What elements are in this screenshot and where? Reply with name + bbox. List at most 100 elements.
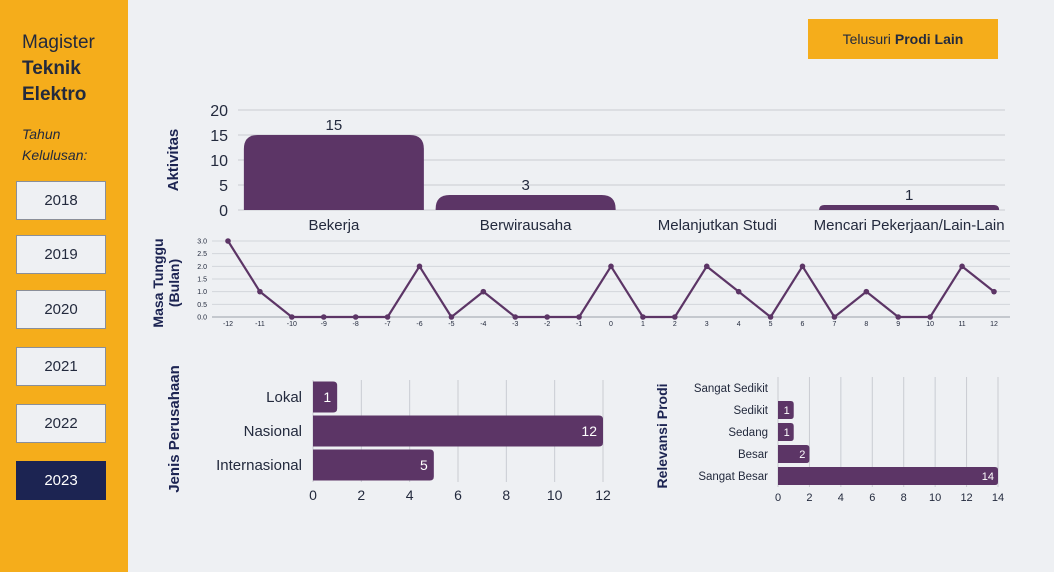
x-tick-label: 10 [929,492,941,504]
data-point [831,314,838,320]
y-axis-title: Relevansi Prodi [654,383,670,488]
program-name-line2: Teknik [22,58,81,79]
data-label: 14 [982,471,994,483]
data-label: 2 [799,449,805,461]
y-axis-title: Aktivitas [165,129,182,192]
category-label: Melanjutkan Studi [658,217,777,234]
year-button-2023[interactable]: 2023 [16,461,106,500]
bar [778,401,794,419]
x-tick-label: 8 [901,492,907,504]
data-label: 15 [326,117,343,134]
sidebar: Magister Teknik Elektro Tahun Kelulusan:… [0,0,128,572]
y-tick-label: 5 [219,178,228,195]
year-button-2019[interactable]: 2019 [16,235,106,274]
x-tick-label: 0 [609,321,613,328]
x-tick-label: 8 [502,487,510,503]
program-name-line1: Magister [22,32,95,53]
category-label: Sangat Besar [698,471,768,483]
x-tick-label: -7 [384,321,390,328]
x-tick-label: 6 [454,487,462,503]
y-tick-label: 3.0 [197,239,207,246]
x-tick-label: 5 [769,321,773,328]
x-tick-label: 7 [832,321,836,328]
x-tick-label: -5 [448,321,454,328]
x-tick-label: -4 [480,321,486,328]
data-label: 1 [784,405,790,417]
data-point [959,263,965,270]
data-point [416,263,423,270]
y-tick-label: 10 [210,153,228,170]
x-tick-label: -12 [223,321,233,328]
y-tick-label: 1.5 [197,277,207,284]
data-point [384,314,391,320]
year-button-2018[interactable]: 2018 [16,181,106,220]
category-label: Sedikit [733,405,768,417]
x-tick-label: 2 [806,492,812,504]
x-tick-label: 12 [960,492,972,504]
x-tick-label: 12 [595,487,611,503]
data-point [799,263,806,270]
bar [819,205,1000,210]
category-label: Sangat Sedikit [694,383,769,395]
x-tick-label: 12 [990,321,998,328]
bar [313,415,603,447]
data-label: 1 [323,389,331,405]
y-tick-label: 20 [210,103,228,120]
y-tick-label: 0 [219,203,228,220]
y-tick-label: 2.0 [197,264,207,271]
year-button-2021[interactable]: 2021 [16,347,106,386]
x-tick-label: 4 [737,321,741,328]
bar [778,445,810,463]
category-label: Berwirausaha [480,217,572,234]
y-tick-label: 0.5 [197,302,207,309]
bar [778,467,998,485]
x-tick-label: 14 [992,492,1004,504]
data-label: 1 [784,427,790,439]
data-label: 1 [905,187,913,204]
bar [313,381,338,413]
x-tick-label: 0 [309,487,317,503]
year-button-2020[interactable]: 2020 [16,290,106,329]
explore-other-programs-button[interactable]: Telusuri Prodi Lain [808,19,998,59]
x-tick-label: -2 [544,321,550,328]
bar [778,423,794,441]
data-point [480,288,487,295]
y-tick-label: 0.0 [197,315,207,322]
year-button-2022[interactable]: 2022 [16,404,106,443]
x-tick-label: -1 [576,321,582,328]
x-tick-label: 6 [801,321,805,328]
x-tick-label: -11 [255,321,265,328]
x-tick-label: 0 [775,492,781,504]
data-point [576,314,582,320]
data-point [895,314,902,320]
category-label: Mencari Pekerjaan/Lain-Lain [814,217,1005,234]
x-tick-label: 1 [641,321,645,328]
bar [313,449,434,481]
x-tick-label: -9 [321,321,327,328]
y-axis-title: Masa Tunggu(Bulan) [150,238,182,327]
program-name: Magister Teknik Elektro [22,30,95,108]
data-point [703,263,710,270]
x-tick-label: 11 [958,321,965,328]
x-tick-label: 2 [673,321,677,328]
x-tick-label: 4 [406,487,414,503]
data-point [257,288,263,295]
x-tick-label: 2 [357,487,365,503]
explore-button-prefix: Telusuri [842,31,891,47]
category-label: Sedang [728,427,768,439]
category-label: Besar [738,449,768,461]
year-caption: Tahun Kelulusan: [22,126,88,163]
data-label: 12 [581,423,597,439]
data-point [640,314,646,320]
data-point [608,263,614,270]
program-name-line3: Elektro [22,84,87,105]
data-point [767,314,774,320]
bar [435,195,616,210]
x-tick-label: 3 [705,321,709,328]
x-tick-label: 9 [896,321,900,328]
data-label: 5 [420,457,428,473]
category-label: Internasional [216,457,302,474]
x-tick-label: -10 [287,321,297,328]
data-point [544,314,550,320]
